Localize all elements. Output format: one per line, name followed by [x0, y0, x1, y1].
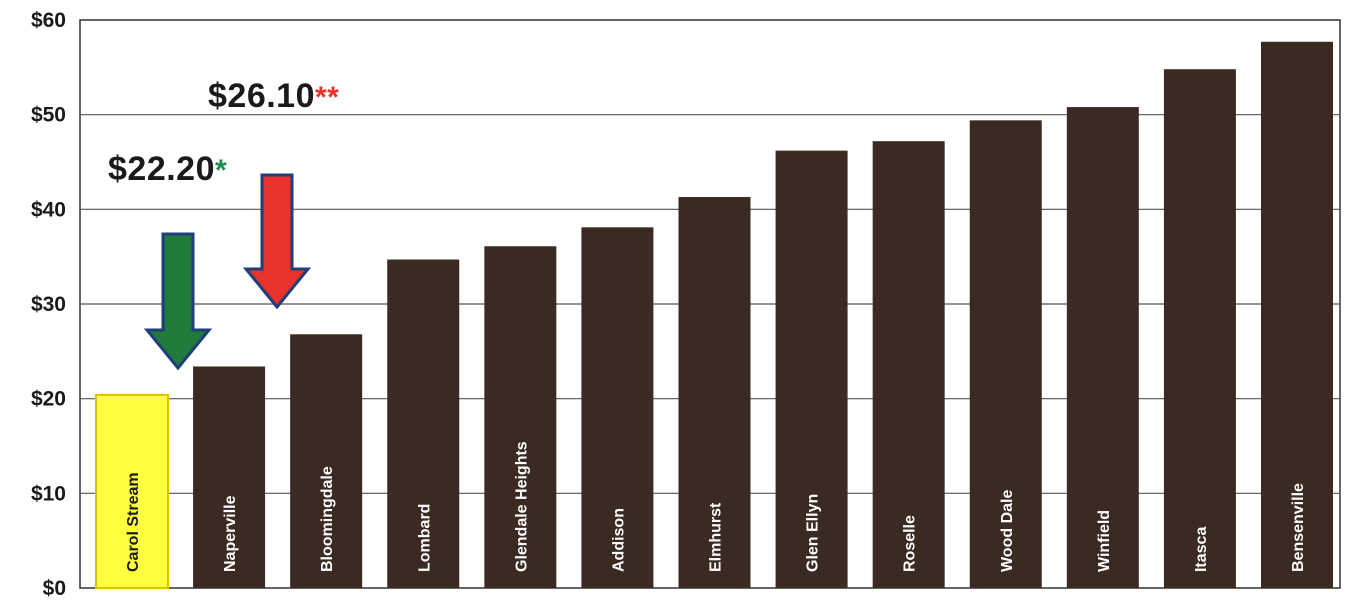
y-tick-label: $10 [31, 482, 66, 505]
bar [1261, 41, 1333, 589]
y-tick-label: $20 [31, 388, 66, 411]
category-label: Winfield [1096, 510, 1113, 572]
bar-layer [95, 41, 1333, 589]
arrow-layer [143, 173, 312, 371]
y-tick-label: $0 [43, 577, 66, 600]
category-label: Carol Stream [125, 472, 142, 572]
label-layer: Carol Stream Naperville Bloomingdale Lombar… [125, 441, 1307, 572]
category-label: Glendale Heights [513, 441, 530, 572]
category-label: Roselle [902, 515, 919, 572]
annotation-red-asterisk: ** [315, 81, 340, 114]
y-tick-label: $50 [31, 104, 66, 127]
annotation-red-value: $26.10 [208, 77, 315, 115]
tick-layer: $0 $10 $20 $30 $40 $50 $60 [31, 9, 66, 600]
category-label: Glen Ellyn [805, 494, 822, 572]
green-down-arrow-icon [143, 232, 213, 371]
bar-highlight [95, 393, 169, 589]
bar [872, 141, 945, 588]
annotation-green-asterisk: * [215, 154, 228, 187]
bar [1163, 69, 1236, 588]
category-label: Bloomingdale [319, 466, 336, 572]
annotation-green: $22.20* [108, 150, 227, 189]
category-label: Wood Dale [999, 490, 1016, 572]
bar [775, 150, 848, 588]
bar [290, 334, 363, 588]
annotation-red: $26.10** [208, 77, 339, 116]
bar [193, 366, 266, 588]
annotation-green-value: $22.20 [108, 150, 215, 188]
bar [678, 197, 751, 588]
category-label: Lombard [416, 504, 433, 572]
red-down-arrow-icon [242, 173, 312, 310]
y-tick-label: $60 [31, 9, 66, 32]
category-label: Itasca [1193, 527, 1210, 572]
bar [581, 227, 654, 588]
category-label: Addison [610, 508, 627, 572]
y-tick-label: $30 [31, 293, 66, 316]
category-label: Naperville [222, 495, 239, 572]
bar [1066, 107, 1139, 589]
y-tick-label: $40 [31, 198, 66, 221]
bar [484, 246, 557, 588]
category-label: Elmhurst [708, 502, 725, 572]
category-label: Bensenville [1290, 483, 1307, 572]
bar [387, 259, 460, 588]
bar [969, 120, 1042, 588]
